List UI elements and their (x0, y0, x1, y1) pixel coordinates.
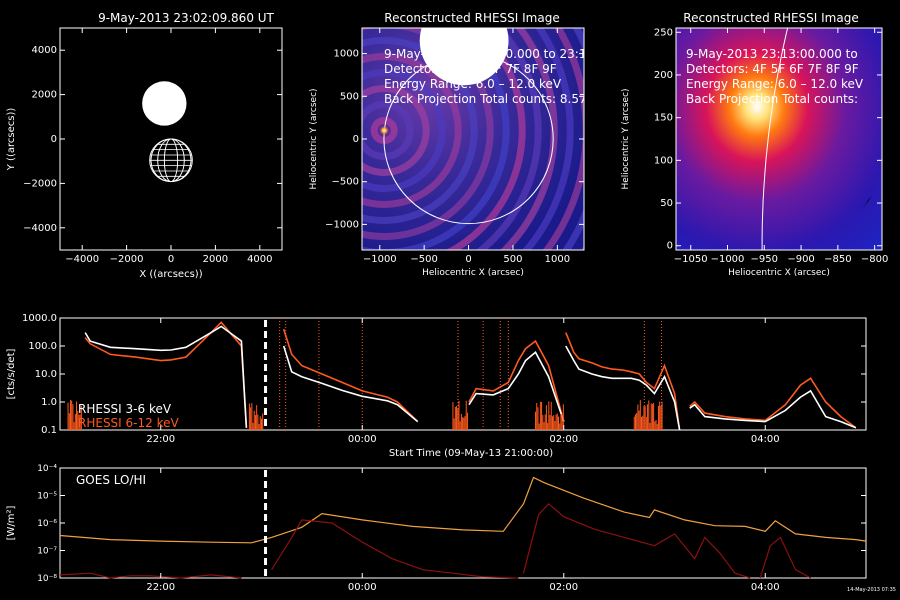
series-line (284, 346, 418, 422)
y-tick-label: 150 (654, 113, 673, 124)
x-tick-label: −500 (410, 254, 437, 265)
series-line (690, 391, 856, 428)
lc-frame (60, 318, 866, 430)
y-tick-label: 10⁻⁴ (37, 464, 57, 474)
x-tick-label: −950 (751, 254, 778, 265)
panel-rhessi-zoom: Reconstructed RHESSI Image 9-May-2013 23… (621, 11, 888, 278)
goes-series (60, 478, 866, 579)
zoom-x-label: Heliocentric X (arcsec) (728, 268, 830, 278)
x-tick-label: 0 (168, 254, 174, 265)
panel-rhessi-lightcurve: 22:00 00:00 02:00 04:00 0.1 1.0 10.0 100.0 1000… (6, 313, 866, 459)
full-title: Reconstructed RHESSI Image (384, 11, 559, 25)
x-tick-label: −850 (824, 254, 851, 265)
y-tick-label: 0 (667, 241, 673, 252)
x-tick-label: −800 (861, 254, 888, 265)
x-tick-label: 00:00 (348, 434, 377, 445)
y-tick-label: −1000 (325, 219, 359, 230)
zoom-annotation: 9-May-2013 23:13:00.000 toDetectors: 4F … (686, 47, 864, 106)
y-tick-label: 10⁻⁷ (37, 547, 57, 557)
panel-rhessi-full: Reconstructed RHESSI Image 9-May-2013 23… (134, 0, 634, 380)
y-tick-label: 1.0 (41, 397, 57, 408)
y-tick-label: −500 (332, 177, 359, 188)
locator-y-ticks: −4000 −2000 0 2000 4000 (23, 45, 282, 234)
locator-y-label: Y ((arcsecs)) (6, 108, 17, 172)
y-tick-label: 0 (353, 134, 359, 145)
x-tick-label: −900 (787, 254, 814, 265)
panel-goes-lightcurve: 22:00 00:00 02:00 04:00 10⁻⁸10⁻⁷10⁻⁶10⁻⁵10⁻… (6, 464, 896, 593)
lc-x-label: Start Time (09-May-13 21:00:00) (389, 448, 553, 459)
y-tick-label: 10.0 (35, 369, 57, 380)
x-tick-label: 04:00 (751, 582, 780, 593)
goes-hi-line (60, 573, 241, 578)
y-tick-label: 200 (654, 70, 673, 81)
y-tick-label: 0 (51, 134, 57, 145)
goes-y-ticks: 10⁻⁸ 10⁻⁷ 10⁻⁶ 10⁻⁵ 10⁻⁴ (37, 464, 866, 584)
annotation-line: Detectors: 4F 5F 6F 7F 8F 9F (686, 62, 859, 76)
goes-footer-note: 14-May-2013 07:35 (847, 587, 896, 593)
x-tick-label: 02:00 (549, 582, 578, 593)
annotation-line: 9-May-2013 23:13:00.000 to (686, 47, 858, 61)
x-tick-label: −1000 (711, 254, 745, 265)
legend-low-energy: RHESSI 3-6 keV (78, 402, 172, 416)
locator-x-ticks: −4000 −2000 0 2000 4000 (65, 28, 272, 265)
y-tick-label: 100 (654, 155, 673, 166)
x-tick-label: 22:00 (146, 434, 175, 445)
lc-series (85, 322, 856, 430)
annotation-line: Energy Range: 6.0 – 12.0 keV (384, 77, 562, 91)
occulting-spot (142, 81, 186, 125)
goes-hi-line (272, 520, 519, 578)
x-tick-label: −1000 (363, 254, 397, 265)
goes-frame (60, 468, 866, 578)
annotation-line: Energy Range: 6.0 – 12.0 keV (686, 77, 864, 91)
annotation-line: Back Projection Total counts: 8.57E+0 (384, 92, 612, 106)
y-tick-label: 50 (660, 198, 673, 209)
x-tick-label: −1050 (674, 254, 708, 265)
goes-legend: GOES LO/HI (76, 473, 146, 487)
full-y-label: Heliocentric Y (arcsec) (309, 88, 319, 189)
y-tick-label: 0.1 (41, 425, 57, 436)
x-tick-label: 22:00 (146, 582, 175, 593)
y-tick-label: −4000 (23, 223, 57, 234)
full-x-label: Heliocentric X (arcsec) (422, 268, 524, 278)
x-tick-label: 0 (465, 254, 471, 265)
solar-disk-grid (150, 139, 193, 182)
y-tick-label: 10⁻⁸ (37, 574, 57, 584)
locator-x-label: X ((arcsecs)) (139, 269, 202, 280)
y-tick-label: 500 (340, 91, 359, 102)
y-tick-label: 2000 (32, 90, 57, 101)
y-tick-label: 100.0 (28, 341, 57, 352)
zoom-title: Reconstructed RHESSI Image (683, 11, 858, 25)
y-tick-label: 250 (654, 27, 673, 38)
goes-y-label: [W/m²] (6, 505, 17, 540)
goes-lo-line (60, 478, 866, 543)
annotation-line: Back Projection Total counts: (686, 92, 858, 106)
y-tick-label: 1000.0 (22, 313, 57, 324)
legend-high-energy: RHESSI 6-12 keV (78, 416, 179, 430)
y-tick-label: 10⁻⁶ (37, 519, 57, 529)
x-tick-label: 02:00 (549, 434, 578, 445)
annotation-line: Detectors: 4F 5F 6F 7F 8F 9F (384, 62, 557, 76)
zoom-y-label: Heliocentric Y (arcsec) (621, 88, 631, 189)
series-line (690, 378, 856, 428)
x-tick-label: −2000 (110, 254, 144, 265)
x-tick-label: 2000 (203, 254, 228, 265)
x-tick-label: −4000 (65, 254, 99, 265)
locator-title: 9-May-2013 23:02:09.860 UT (98, 11, 274, 25)
x-tick-label: 04:00 (751, 434, 780, 445)
rhessi-quicklook-figure: 9-May-2013 23:02:09.860 UT −4000 −2000 0 20… (0, 0, 900, 600)
lc-y-label: [cts/s/det] (6, 349, 17, 400)
y-tick-label: −2000 (23, 178, 57, 189)
x-tick-label: 4000 (247, 254, 272, 265)
flare-source (379, 125, 389, 135)
x-tick-label: 1000 (545, 254, 570, 265)
attenuator-lines (280, 318, 662, 430)
series-line (284, 329, 418, 422)
goes-hi-line (760, 537, 810, 578)
x-tick-label: 00:00 (348, 582, 377, 593)
x-tick-label: 500 (503, 254, 522, 265)
y-tick-label: 10⁻⁵ (37, 492, 57, 502)
y-tick-label: 4000 (32, 45, 57, 56)
y-tick-label: 1000 (334, 49, 359, 60)
panel-sun-locator: 9-May-2013 23:02:09.860 UT −4000 −2000 0 20… (6, 11, 282, 280)
